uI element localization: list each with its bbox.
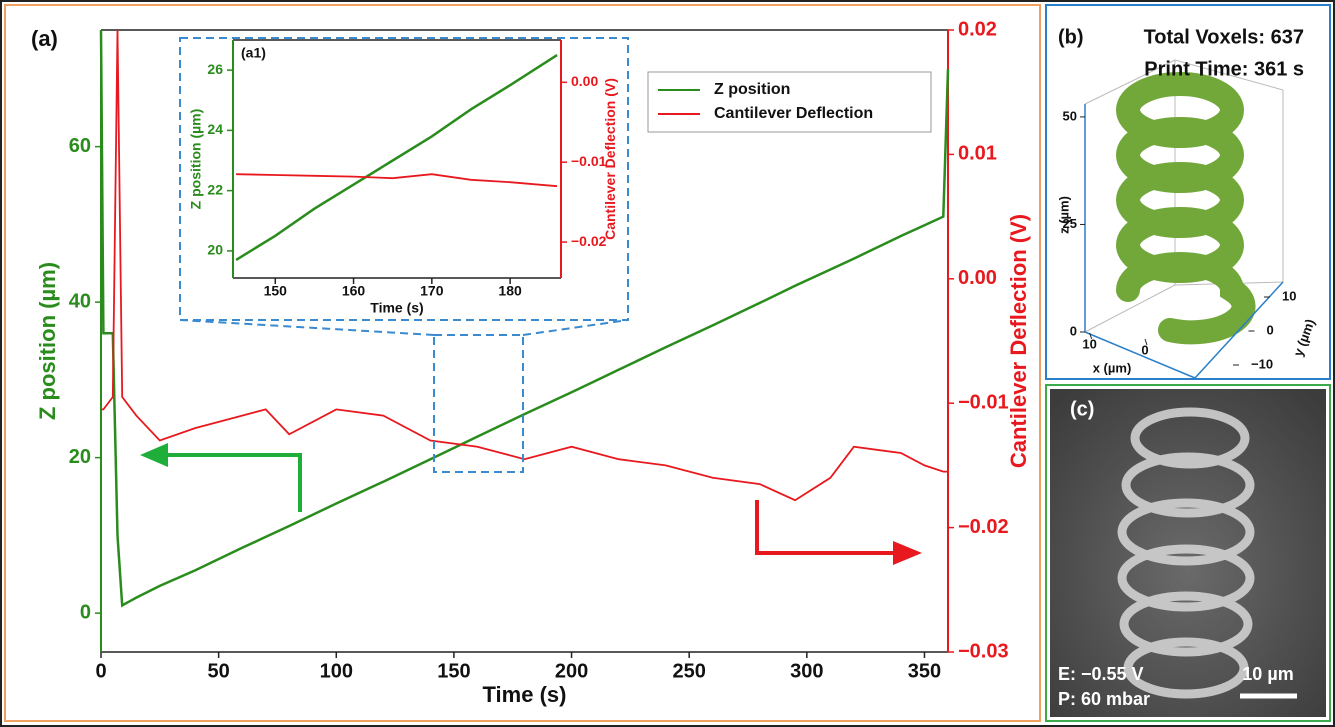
z-tick-label: 0 [1070, 323, 1077, 338]
y2-tick-label: −0.02 [958, 516, 1009, 538]
inset-frame [179, 37, 629, 321]
y-tick-label: −10 [1251, 356, 1273, 371]
x-tick-label: 250 [673, 660, 706, 682]
zoom-connector [522, 319, 629, 336]
annotation: Print Time: 361 s [1144, 58, 1304, 80]
y-tick-label: 40 [69, 290, 91, 312]
helix-3d-panel: 0 25 50 10 0 10 0 −10 z (µm) x (µm) y (µm) (b) Total… [1056, 26, 1318, 379]
panel-label: (c) [1070, 398, 1094, 420]
series-line [236, 173, 558, 188]
annotation: P: 60 mbar [1058, 689, 1150, 709]
x-axis-label: Time (s) [483, 682, 567, 707]
y2-tick-label: 0.02 [958, 18, 997, 40]
panel-label: (b) [1058, 26, 1084, 48]
sem-helix [1117, 407, 1255, 699]
y-axis-label: y (µm) [1290, 317, 1317, 358]
green-arrow [160, 453, 302, 512]
panel-c-frame [1045, 384, 1331, 722]
legend-label: Z position [714, 81, 790, 98]
legend-box [647, 71, 932, 133]
x-tick-label: 350 [908, 660, 941, 682]
y-tick-label: 0 [80, 601, 91, 623]
y2-tick-label: −0.01 [571, 153, 607, 169]
panel-label: (a1) [241, 45, 266, 61]
zoom-connector [179, 319, 435, 336]
inset-chart: 150 160 170 180 20 22 24 26 −0.02 −0.01 0.00 (a1) Ti… [187, 39, 618, 316]
zoom-indicator [179, 37, 629, 473]
annotation: E: −0.55 V [1058, 664, 1144, 684]
y-tick-label: 24 [207, 121, 223, 137]
y2-tick-label: −0.02 [571, 233, 607, 249]
series-line [99, 29, 950, 608]
z-axis-label: z (µm) [1056, 196, 1071, 234]
panel-label: (a) [31, 26, 58, 51]
x-tick-label: 300 [790, 660, 823, 682]
y2-axis-label: Cantilever Deflection (V) [1006, 214, 1031, 468]
helix [1116, 72, 1256, 345]
y-tick-label: 10 [1282, 288, 1296, 303]
x-tick [1144, 338, 1148, 346]
x-axis [1084, 331, 1196, 379]
x-tick-label: 160 [342, 283, 366, 299]
y-tick-label: 22 [207, 181, 223, 197]
y-tick-label: 0 [1267, 322, 1274, 337]
x-tick-label: 100 [320, 660, 353, 682]
x-tick-label: 150 [264, 283, 288, 299]
y-tick-label: 26 [207, 61, 223, 77]
red-arrowhead [893, 541, 922, 565]
main-chart: 0 50 100 150 200 250 300 350 0 20 40 60 −0.03 −0.02 −0… [31, 18, 1031, 707]
legend-label: Cantilever Deflection [714, 105, 873, 122]
annotation: Total Voxels: 637 [1144, 26, 1304, 48]
sem-image-panel: (c) E: −0.55 V P: 60 mbar 10 µm [1050, 389, 1326, 717]
y-axis-label: Z position (µm) [35, 262, 60, 420]
x-tick-label: 0 [95, 660, 106, 682]
x-axis-label: x (µm) [1093, 360, 1132, 375]
zoom-box [433, 334, 524, 473]
green-arrowhead [140, 443, 168, 467]
direction-arrows [140, 443, 922, 565]
x-tick-label: 180 [498, 283, 522, 299]
x-tick [1089, 332, 1093, 340]
z-tick-label: 50 [1063, 108, 1077, 123]
panel-a-frame [4, 4, 1041, 722]
x-tick-label: 0 [1141, 342, 1148, 357]
x-tick-label: 10 [1082, 336, 1096, 351]
y-tick-label: 60 [69, 135, 91, 157]
y2-tick-label: 0.00 [958, 267, 997, 289]
x-tick-label: 150 [437, 660, 470, 682]
panel-b-frame [1045, 4, 1331, 380]
y2-axis-label: Cantilever Deflection (V) [602, 78, 618, 240]
series-line [101, 29, 948, 502]
y2-tick-label: −0.01 [958, 391, 1009, 413]
y-tick-label: 20 [207, 242, 223, 258]
y2-tick-label: 0.00 [571, 73, 598, 89]
x-axis-label: Time (s) [370, 300, 423, 316]
red-arrow [755, 500, 895, 555]
x-tick-label: 50 [208, 660, 230, 682]
series-line [235, 54, 558, 261]
y-axis [1194, 281, 1284, 379]
y-axis-label: Z position (µm) [187, 109, 203, 210]
x-tick-label: 200 [555, 660, 588, 682]
y2-tick-label: −0.03 [958, 640, 1009, 662]
y2-tick-label: 0.01 [958, 143, 997, 165]
y-tick-label: 20 [69, 446, 91, 468]
z-tick-label: 25 [1063, 216, 1077, 231]
scale-bar-label: 10 µm [1242, 664, 1293, 684]
x-tick-label: 170 [420, 283, 444, 299]
